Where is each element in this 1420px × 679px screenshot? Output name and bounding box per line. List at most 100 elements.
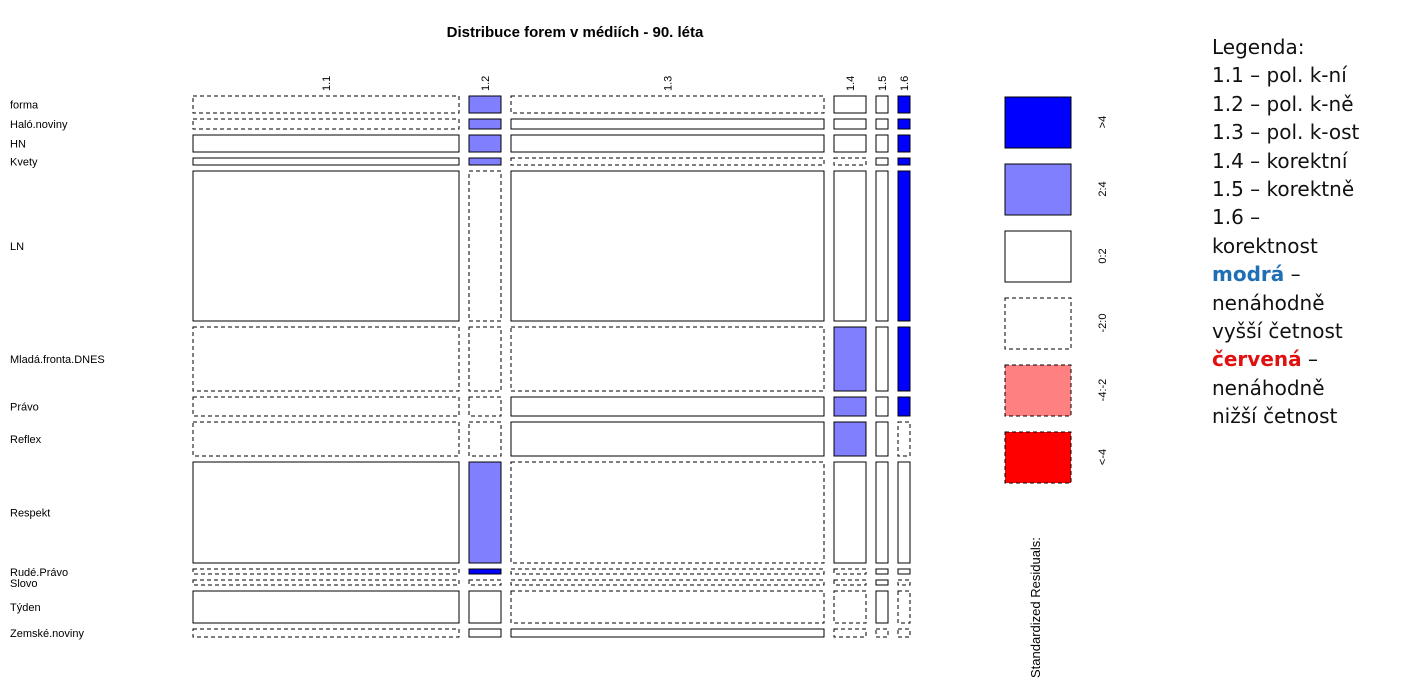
mosaic-tile	[468, 579, 502, 586]
legend-red-line: červená –	[1212, 345, 1417, 373]
legend-item: 1.2 – pol. k-ně	[1212, 91, 1354, 116]
mosaic-tile	[833, 421, 867, 457]
row-label: forma	[10, 100, 39, 112]
column-label: 1.3	[663, 76, 675, 91]
mosaic-tile	[510, 568, 825, 575]
mosaic-tile	[833, 579, 867, 586]
legend-item: 1.6 –	[1212, 205, 1261, 230]
mosaic-tile	[192, 396, 460, 417]
mosaic-tile	[510, 421, 825, 457]
column-labels: 1.1 1.2 1.3 1.4 1.5 1.6	[321, 76, 911, 91]
residual-legend-swatch	[1004, 96, 1072, 149]
mosaic-tile	[510, 579, 825, 586]
mosaic-tile	[192, 421, 460, 457]
mosaic-tile	[833, 95, 867, 114]
column-label: 1.4	[845, 76, 857, 91]
residual-legend-label: <-4	[1097, 449, 1109, 465]
legend-blue-text: nenáhodně	[1212, 290, 1325, 315]
row-label: Kvety	[10, 157, 38, 169]
mosaic-tile	[468, 118, 502, 130]
mosaic-tile	[510, 118, 825, 130]
residual-legend-label: -4:-2	[1097, 379, 1109, 402]
mosaic-tile	[468, 326, 502, 392]
mosaic-tile	[833, 396, 867, 417]
mosaic-tile	[897, 95, 911, 114]
mosaic-tile	[833, 157, 867, 166]
mosaic-tile	[510, 157, 825, 166]
mosaic-tile	[875, 170, 889, 322]
mosaic-tiles	[192, 95, 911, 638]
residual-legend: >4 2:4 0:2 -2:0 -4:-2 <-4	[1004, 96, 1109, 484]
mosaic-tile	[897, 579, 911, 586]
row-label: Reflex	[10, 434, 42, 446]
mosaic-tile	[468, 590, 502, 624]
mosaic-tile	[875, 421, 889, 457]
mosaic-tile	[192, 579, 460, 586]
mosaic-tile	[192, 134, 460, 153]
residual-legend-label: 2:4	[1097, 181, 1109, 196]
residual-legend-swatch	[1004, 364, 1072, 417]
mosaic-tile	[833, 461, 867, 564]
legend-red-keyword: červená	[1212, 347, 1302, 372]
legend-item: 1.1 – pol. k-ní	[1212, 63, 1347, 88]
mosaic-tile	[510, 170, 825, 322]
column-label: 1.2	[480, 76, 492, 91]
mosaic-tile	[192, 170, 460, 322]
legend-red-text: nenáhodně	[1212, 375, 1325, 400]
residual-legend-swatch	[1004, 163, 1072, 216]
mosaic-tile	[192, 95, 460, 114]
mosaic-tile	[510, 590, 825, 624]
mosaic-tile	[192, 590, 460, 624]
mosaic-tile	[897, 326, 911, 392]
column-label: 1.1	[321, 76, 333, 91]
legend-item: korektnost	[1212, 233, 1318, 258]
mosaic-tile	[468, 421, 502, 457]
chart-title: Distribuce forem v médiích - 90. léta	[447, 24, 704, 41]
mosaic-plot: Distribuce forem v médiích - 90. léta 1.…	[10, 24, 1109, 678]
mosaic-tile	[510, 95, 825, 114]
mosaic-tile	[875, 157, 889, 166]
legend-red-dash: –	[1301, 347, 1318, 372]
row-label: HN	[10, 139, 26, 151]
row-label: LN	[10, 241, 24, 253]
legend-blue-keyword: modrá	[1212, 262, 1285, 287]
row-label: Mladá.fronta.DNES	[10, 354, 105, 366]
legend-blue-line: modrá –	[1212, 260, 1417, 288]
mosaic-tile	[468, 134, 502, 153]
mosaic-tile	[897, 590, 911, 624]
mosaic-tile	[510, 396, 825, 417]
mosaic-tile	[468, 628, 502, 638]
mosaic-tile	[833, 568, 867, 575]
mosaic-tile	[833, 170, 867, 322]
residual-legend-title: Standardized Residuals:	[1028, 537, 1043, 678]
mosaic-tile	[468, 95, 502, 114]
mosaic-tile	[875, 590, 889, 624]
mosaic-tile	[510, 628, 825, 638]
mosaic-tile	[833, 590, 867, 624]
mosaic-tile	[875, 118, 889, 130]
mosaic-tile	[875, 396, 889, 417]
mosaic-tile	[875, 95, 889, 114]
mosaic-tile	[510, 134, 825, 153]
legend-item: 1.4 – korektní	[1212, 148, 1348, 173]
mosaic-tile	[192, 157, 460, 166]
mosaic-tile	[468, 157, 502, 166]
legend-blue-dash: –	[1284, 262, 1301, 287]
row-label: Haló.noviny	[10, 119, 68, 131]
mosaic-tile	[875, 568, 889, 575]
mosaic-tile	[192, 568, 460, 575]
column-label: 1.6	[899, 76, 911, 91]
mosaic-tile	[897, 421, 911, 457]
residual-legend-label: >4	[1097, 116, 1109, 129]
legend-blue-text: vyšší četnost	[1212, 319, 1343, 344]
mosaic-tile	[897, 157, 911, 166]
legend-heading: Legenda:	[1212, 35, 1305, 59]
legend-item: 1.5 – korektně	[1212, 177, 1355, 202]
row-label: Rudé.Právo	[10, 567, 68, 579]
mosaic-tile	[897, 118, 911, 130]
text-legend: Legenda: 1.1 – pol. k-ní 1.2 – pol. k-ně…	[1212, 33, 1417, 431]
column-label: 1.5	[877, 76, 889, 91]
mosaic-tile	[897, 568, 911, 575]
row-label: Slovo	[10, 578, 38, 590]
row-label: Zemské.noviny	[10, 628, 84, 640]
